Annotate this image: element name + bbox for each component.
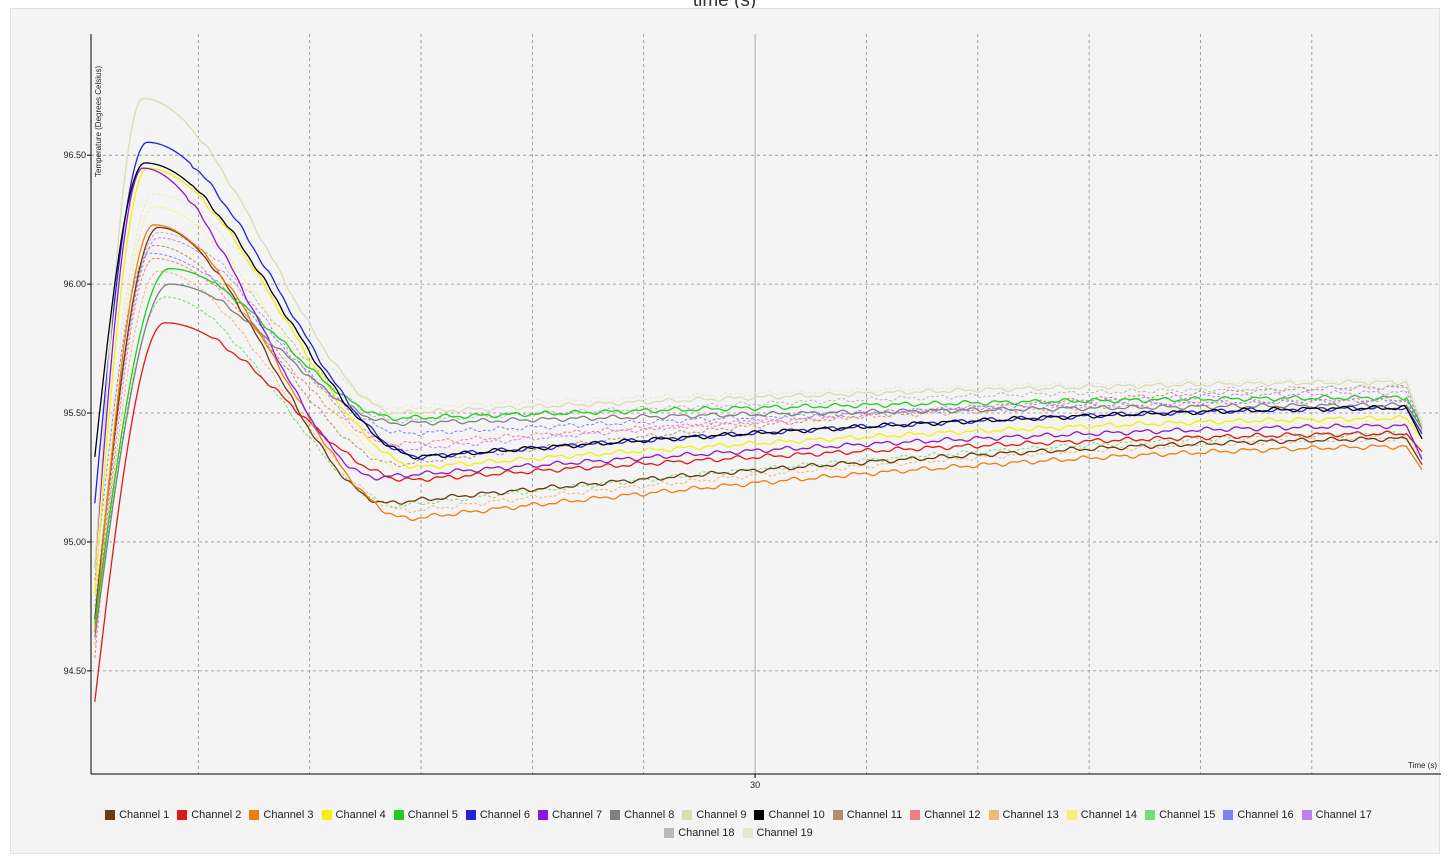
legend-label: Channel 5 (407, 809, 458, 821)
legend-item: Channel 15 (1145, 808, 1215, 822)
legend-swatch (1145, 810, 1156, 820)
y-tick-labels: 96.50 96.00 95.50 95.00 94.50 (63, 150, 91, 676)
legend-label: Channel 2 (191, 809, 242, 821)
x-tick-label: 30 (750, 780, 760, 790)
grid-lines (91, 34, 1441, 774)
legend-label: Channel 17 (1315, 809, 1372, 821)
legend-label: Channel 13 (1002, 809, 1059, 821)
series-line-channel-15 (94, 296, 1423, 633)
legend-item: Channel 13 (988, 808, 1059, 822)
legend-label: Channel 18 (678, 827, 735, 839)
legend-item: Channel 19 (742, 826, 813, 840)
legend-label: Channel 15 (1159, 809, 1216, 821)
series-line-channel-2 (94, 322, 1423, 702)
legend-label: Channel 8 (624, 809, 675, 821)
y-tick-label: 94.50 (63, 666, 86, 676)
y-tick-label: 96.50 (63, 150, 86, 160)
series-line-channel-5 (94, 267, 1423, 625)
legend-swatch (742, 828, 753, 838)
legend-item: Channel 9 (682, 808, 746, 822)
legend-label: Channel 6 (479, 809, 531, 821)
legend-item: Channel 11 (832, 808, 903, 822)
legend-item: Channel 12 (910, 808, 981, 822)
legend-swatch (910, 810, 921, 820)
series-line-channel-6 (94, 141, 1423, 504)
x-tick-labels: 30 (750, 774, 760, 790)
y-tick-label: 95.00 (63, 537, 86, 547)
series-line-channel-3 (94, 224, 1423, 633)
x-axis-title: Time (s) (1408, 761, 1437, 770)
series-line-channel-18 (94, 231, 1423, 607)
y-tick-label: 95.50 (63, 408, 86, 418)
legend-swatch (988, 810, 999, 820)
legend-label: Channel 10 (768, 809, 825, 821)
legend-label: Channel 9 (696, 809, 747, 821)
legend-item: Channel 17 (1301, 808, 1372, 822)
series-line-channel-8 (94, 283, 1423, 638)
legend-label: Channel 16 (1237, 809, 1294, 821)
legend-label: Channel 7 (552, 809, 603, 821)
legend-label: Channel 3 (263, 809, 314, 821)
legend-swatch (1301, 810, 1312, 820)
legend-swatch (538, 810, 549, 820)
y-axis-title: Temperature (Degrees Celsius) (94, 66, 103, 177)
legend-item: Channel 16 (1223, 808, 1294, 822)
series-line-channel-11 (94, 244, 1423, 646)
series-line-channel-12 (94, 257, 1423, 659)
series-line-channel-19 (94, 193, 1423, 594)
series-line-channel-1 (94, 226, 1423, 620)
legend-item: Channel 7 (538, 808, 602, 822)
series-line-channel-16 (94, 252, 1423, 581)
legend-swatch (664, 828, 675, 838)
legend-swatch (832, 810, 843, 820)
legend-label: Channel 1 (119, 809, 170, 821)
series-line-channel-4 (94, 167, 1423, 594)
legend-swatch (610, 810, 621, 820)
legend-label: Channel 4 (335, 809, 386, 821)
legend-swatch (105, 810, 116, 820)
legend-item: Channel 14 (1066, 808, 1138, 822)
series-line-channel-17 (94, 237, 1423, 620)
legend-item: Channel 18 (664, 826, 735, 840)
legend-swatch (177, 810, 188, 820)
series-line-channel-9 (94, 97, 1423, 568)
legend-swatch (465, 810, 476, 820)
legend-item: Channel 10 (754, 808, 825, 822)
axes: Temperature (Degrees Celsius) Time (s) (90, 34, 1441, 775)
series-line-channel-10 (94, 162, 1423, 460)
legend-label: Channel 11 (846, 809, 903, 821)
series-line-channel-13 (94, 270, 1423, 646)
chart-top-title: time (s) (692, 0, 757, 11)
legend-item: Channel 4 (321, 808, 386, 822)
legend-swatch (249, 810, 260, 820)
legend-item: Channel 5 (393, 808, 458, 822)
legend-label: Channel 19 (756, 827, 813, 839)
line-chart: Temperature (Degrees Celsius) Time (s) 9… (63, 34, 1441, 790)
legend-item: Channel 2 (177, 808, 241, 822)
chart-legend: Channel 1 Channel 2 Channel 3 Channel 4 Chan… (66, 808, 1411, 840)
legend-label: Channel 12 (924, 809, 981, 821)
series-line-channel-7 (94, 167, 1423, 568)
chart-panel: Temperature (Degrees Celsius) Time (s) 9… (10, 8, 1441, 854)
series-lines (94, 97, 1423, 702)
legend-swatch (321, 810, 332, 820)
legend-swatch (754, 810, 765, 820)
legend-swatch (682, 810, 693, 820)
legend-swatch (1066, 810, 1077, 820)
legend-item: Channel 3 (249, 808, 314, 822)
legend-item: Channel 1 (105, 808, 169, 822)
legend-item: Channel 8 (610, 808, 674, 822)
y-tick-label: 96.00 (63, 279, 86, 289)
legend-label: Channel 14 (1080, 809, 1138, 821)
legend-swatch (393, 810, 404, 820)
legend-swatch (1223, 810, 1234, 820)
legend-item: Channel 6 (465, 808, 531, 822)
